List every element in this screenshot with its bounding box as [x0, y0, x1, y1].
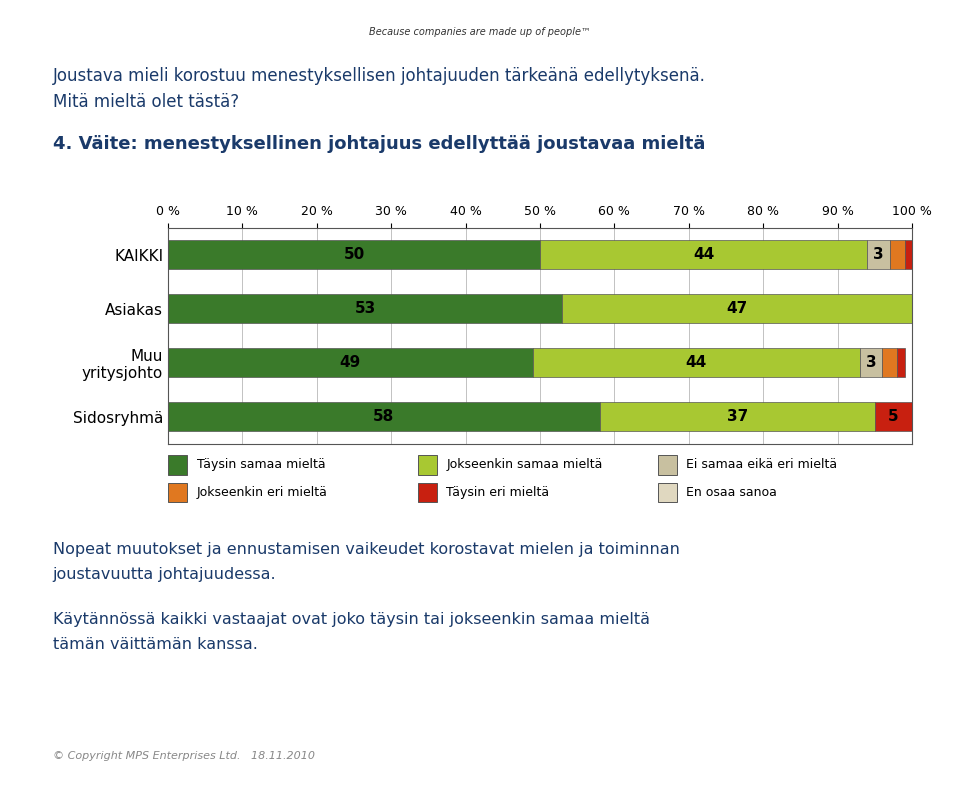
Text: 50: 50	[344, 247, 365, 262]
Bar	[168, 402, 599, 432]
Text: 44: 44	[693, 247, 714, 262]
Text: Täysin samaa mieltä: Täysin samaa mieltä	[197, 458, 325, 471]
Text: 49: 49	[340, 355, 361, 370]
Text: Joustava mieli korostuu menestyksellisen johtajuuden tärkeänä edellytyksenä.: Joustava mieli korostuu menestyksellisen…	[53, 67, 706, 85]
Bar	[168, 239, 540, 269]
Bar	[868, 239, 890, 269]
Text: tämän väittämän kanssa.: tämän väittämän kanssa.	[53, 637, 257, 652]
Text: Nopeat muutokset ja ennustamisen vaikeudet korostavat mielen ja toiminnan: Nopeat muutokset ja ennustamisen vaikeud…	[53, 542, 680, 557]
Bar	[540, 239, 868, 269]
Text: 58: 58	[373, 409, 395, 424]
Bar	[897, 348, 904, 378]
Text: Käytännössä kaikki vastaajat ovat joko täysin tai jokseenkin samaa mieltä: Käytännössä kaikki vastaajat ovat joko t…	[53, 612, 650, 627]
Text: 53: 53	[354, 301, 375, 316]
Text: 4. Väite: menestyksellinen johtajuus edellyttää joustavaa mieltä: 4. Väite: menestyksellinen johtajuus ede…	[53, 135, 706, 153]
Text: Ei samaa eikä eri mieltä: Ei samaa eikä eri mieltä	[686, 458, 837, 471]
Bar	[168, 294, 563, 323]
Text: 37: 37	[727, 409, 748, 424]
Text: Because companies are made up of people™: Because companies are made up of people™	[370, 27, 590, 38]
Bar	[563, 294, 912, 323]
Text: © Copyright MPS Enterprises Ltd.   18.11.2010: © Copyright MPS Enterprises Ltd. 18.11.2…	[53, 751, 315, 761]
Bar	[599, 402, 875, 432]
Bar	[533, 348, 860, 378]
Text: 3: 3	[866, 355, 876, 370]
Text: 44: 44	[685, 355, 707, 370]
Bar	[875, 402, 912, 432]
Text: En osaa sanoa: En osaa sanoa	[686, 486, 778, 498]
Text: Mitä mieltä olet tästä?: Mitä mieltä olet tästä?	[53, 93, 239, 111]
Text: Täysin eri mieltä: Täysin eri mieltä	[446, 486, 549, 498]
Text: Jokseenkin samaa mieltä: Jokseenkin samaa mieltä	[446, 458, 603, 471]
Text: joustavuutta johtajuudessa.: joustavuutta johtajuudessa.	[53, 567, 276, 582]
Text: Jokseenkin eri mieltä: Jokseenkin eri mieltä	[197, 486, 327, 498]
Bar	[890, 239, 904, 269]
Bar	[168, 348, 533, 378]
Bar	[860, 348, 882, 378]
Text: 47: 47	[727, 301, 748, 316]
Text: 5: 5	[888, 409, 899, 424]
Text: 3: 3	[874, 247, 884, 262]
Bar	[882, 348, 897, 378]
Bar	[904, 239, 912, 269]
